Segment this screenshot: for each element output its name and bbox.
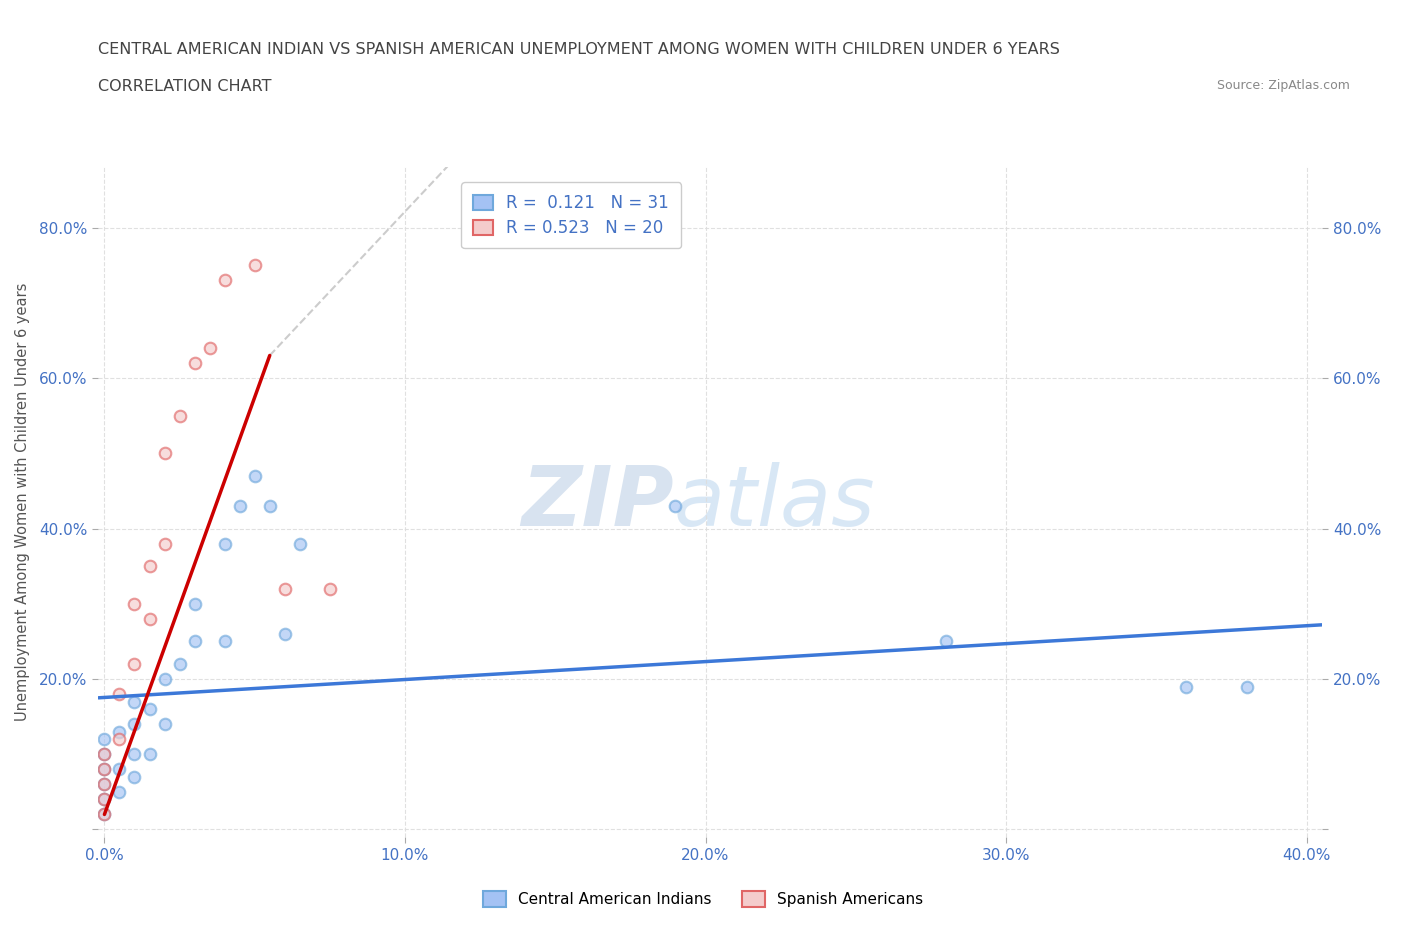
Point	[93, 807, 115, 822]
Point	[274, 581, 297, 596]
Point	[124, 657, 146, 671]
Point	[243, 469, 266, 484]
Text: CENTRAL AMERICAN INDIAN VS SPANISH AMERICAN UNEMPLOYMENT AMONG WOMEN WITH CHILDR: CENTRAL AMERICAN INDIAN VS SPANISH AMERI…	[98, 42, 1060, 57]
Point	[124, 717, 146, 732]
Point	[664, 498, 686, 513]
Point	[93, 777, 115, 791]
Point	[198, 340, 221, 355]
Point	[153, 671, 176, 686]
Point	[138, 747, 160, 762]
Point	[108, 762, 131, 777]
Point	[93, 762, 115, 777]
Point	[935, 634, 957, 649]
Point	[183, 634, 205, 649]
Point	[1175, 679, 1198, 694]
Point	[153, 536, 176, 551]
Point	[288, 536, 311, 551]
Point	[214, 272, 236, 287]
Point	[214, 536, 236, 551]
Legend: Central American Indians, Spanish Americans: Central American Indians, Spanish Americ…	[477, 884, 929, 913]
Point	[124, 769, 146, 784]
Point	[228, 498, 250, 513]
Point	[153, 445, 176, 460]
Point	[1236, 679, 1258, 694]
Point	[108, 732, 131, 747]
Point	[183, 355, 205, 370]
Point	[183, 596, 205, 611]
Point	[243, 258, 266, 272]
Text: atlas: atlas	[673, 461, 875, 543]
Point	[93, 732, 115, 747]
Point	[124, 596, 146, 611]
Point	[93, 747, 115, 762]
Point	[108, 686, 131, 701]
Point	[93, 792, 115, 807]
Point	[259, 498, 281, 513]
Point	[124, 694, 146, 709]
Point	[93, 747, 115, 762]
Point	[93, 807, 115, 822]
Point	[108, 784, 131, 799]
Point	[93, 777, 115, 791]
Point	[274, 627, 297, 642]
Point	[169, 657, 191, 671]
Point	[138, 701, 160, 716]
Point	[124, 747, 146, 762]
Point	[153, 717, 176, 732]
Text: Source: ZipAtlas.com: Source: ZipAtlas.com	[1216, 79, 1350, 92]
Point	[319, 581, 342, 596]
Point	[138, 611, 160, 626]
Point	[169, 408, 191, 423]
Point	[214, 634, 236, 649]
Text: ZIP: ZIP	[520, 461, 673, 543]
Legend: R =  0.121   N = 31, R = 0.523   N = 20: R = 0.121 N = 31, R = 0.523 N = 20	[461, 182, 681, 248]
Point	[138, 559, 160, 574]
Point	[93, 762, 115, 777]
Text: CORRELATION CHART: CORRELATION CHART	[98, 79, 271, 94]
Point	[108, 724, 131, 739]
Y-axis label: Unemployment Among Women with Children Under 6 years: Unemployment Among Women with Children U…	[15, 283, 31, 722]
Point	[93, 792, 115, 807]
